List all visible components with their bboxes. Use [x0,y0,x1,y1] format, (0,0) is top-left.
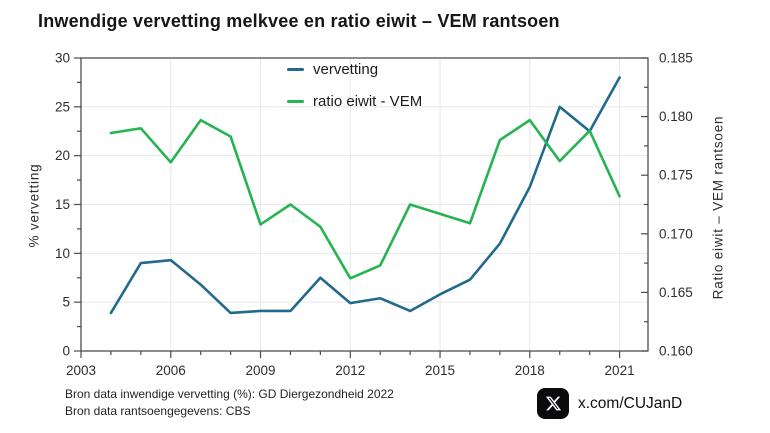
x-tick-label: 2009 [246,363,276,378]
y-right-tick-label: 0.165 [659,285,693,300]
social-handle: x.com/CUJanD [578,394,683,412]
y-right-tick-label: 0.170 [659,226,693,241]
legend-item-ratio-eiwit-vem: ratio eiwit - VEM [287,92,422,111]
y-left-tick-label: 0 [62,344,70,359]
source-notes: Bron data inwendige vervetting (%): GD D… [65,386,394,420]
social-attribution: x.com/CUJanD [537,388,682,419]
legend-label: ratio eiwit - VEM [313,93,423,110]
y-left-tick-label: 10 [55,246,70,261]
y-left-tick-label: 30 [55,51,70,66]
y-right-tick-label: 0.180 [659,109,693,124]
chart-title: Inwendige vervetting melkvee en ratio ei… [38,11,560,31]
y-left-tick-label: 25 [55,99,70,114]
y-left-tick-label: 5 [62,295,70,310]
x-tick-label: 2003 [66,363,96,378]
x-logo-icon [537,388,569,419]
y-left-tick-label: 20 [55,148,70,163]
source-note-line1: Bron data inwendige vervetting (%): GD D… [65,387,394,401]
left-axis-title: % vervetting [26,163,42,248]
vervetting-line-swatch-icon [287,67,304,72]
right-axis-title: Ratio eiwit – VEM rantsoen [710,115,726,300]
source-note-line2: Bron data rantsoengegevens: CBS [65,404,251,418]
series-line-ratio-eiwit-vem [109,118,621,280]
x-tick-label: 2021 [605,363,635,378]
x-tick-label: 2006 [156,363,186,378]
legend-label: vervetting [313,61,379,78]
series-line-vervetting [109,76,621,315]
y-right-tick-label: 0.185 [659,51,693,66]
chart-legend: vervetting ratio eiwit - VEM [287,60,422,111]
y-right-tick-label: 0.175 [659,168,693,183]
x-tick-label: 2012 [335,363,365,378]
y-right-tick-label: 0.160 [659,344,693,359]
ratio-line-swatch-icon [287,99,304,104]
x-tick-label: 2015 [425,363,455,378]
y-left-tick-label: 15 [55,197,70,212]
legend-item-vervetting: vervetting [287,60,422,79]
x-tick-label: 2018 [515,363,545,378]
